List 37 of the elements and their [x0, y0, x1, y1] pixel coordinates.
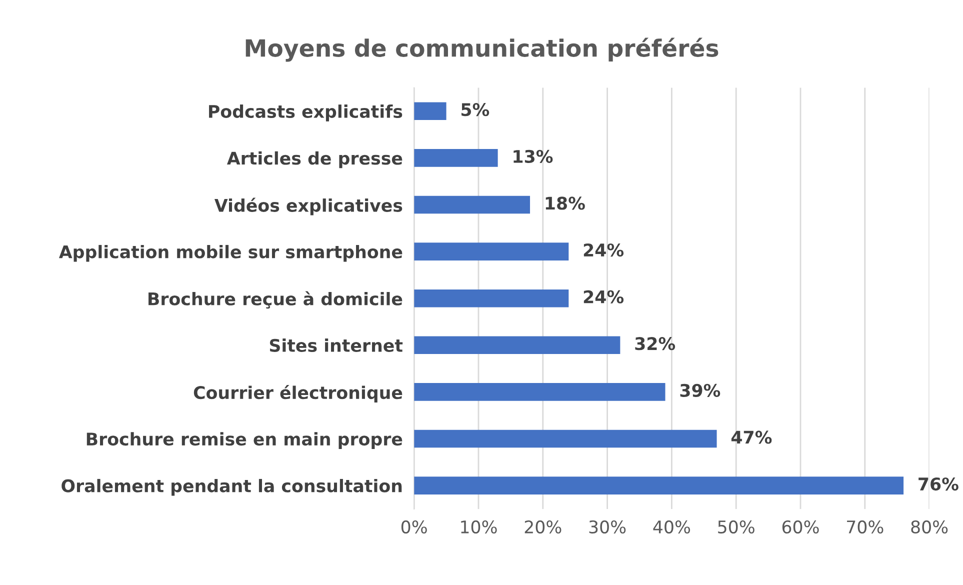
y-tick-label: Podcasts explicatifs [209, 104, 402, 122]
y-tick-label: Brochure reçue à domicile [148, 291, 402, 309]
data-label: 13% [514, 150, 553, 163]
bar [414, 196, 530, 214]
bar [414, 289, 569, 308]
data-label: 39% [680, 384, 720, 397]
x-tick-label: 70% [847, 520, 884, 534]
x-tick-label: 80% [911, 520, 948, 534]
data-label: 47% [731, 430, 772, 444]
bar [414, 149, 498, 167]
data-label: 24% [584, 243, 624, 257]
y-tick-label: Brochure remise en main propre [86, 432, 402, 449]
bar [414, 430, 717, 448]
y-tick-label: Articles de presse [226, 151, 402, 168]
x-tick-label: 30% [589, 520, 626, 534]
data-label: 32% [635, 337, 676, 350]
bar [414, 383, 666, 401]
data-label: 76% [918, 477, 958, 491]
bar [414, 336, 620, 354]
y-tick-label: Application mobile sur smartphone [58, 244, 402, 262]
x-tick-label: 40% [653, 520, 690, 534]
bar [414, 242, 569, 260]
x-tick-label: 60% [782, 520, 819, 534]
data-label: 18% [546, 196, 585, 210]
x-tick-label: 20% [524, 520, 562, 534]
y-tick-label: Courrier électronique [194, 385, 402, 403]
x-tick-label: 50% [718, 520, 754, 534]
x-tick-label: 10% [461, 520, 497, 534]
y-tick-label: Oralement pendant la consultation [62, 478, 402, 496]
y-tick-label: Sites internet [270, 338, 403, 352]
chart-title: Moyens de communication préférés [246, 38, 718, 62]
x-tick-label: 0% [401, 520, 427, 534]
bar [414, 476, 904, 494]
bar [414, 102, 446, 120]
data-label: 24% [584, 290, 624, 304]
y-tick-label: Vidéos explicatives [214, 198, 402, 216]
data-label: 5% [462, 103, 490, 116]
